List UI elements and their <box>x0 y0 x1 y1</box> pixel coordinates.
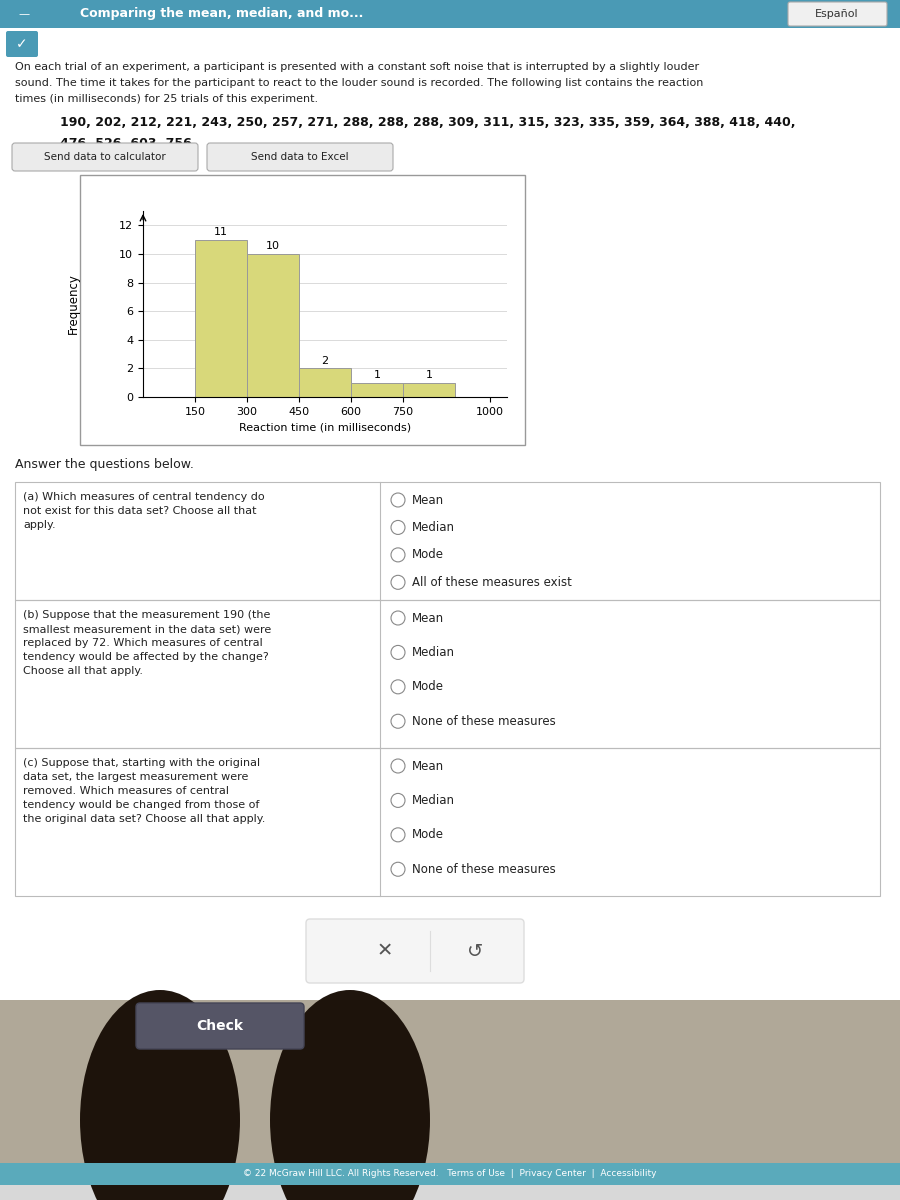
FancyBboxPatch shape <box>788 2 887 26</box>
Bar <box>247 254 299 397</box>
Text: ↺: ↺ <box>467 942 483 960</box>
Text: Mean: Mean <box>412 760 444 773</box>
Text: Mode: Mode <box>412 828 444 841</box>
Text: Mode: Mode <box>412 680 444 694</box>
Text: 11: 11 <box>214 227 228 236</box>
Ellipse shape <box>270 990 430 1200</box>
Bar <box>403 383 455 397</box>
Text: times (in milliseconds) for 25 trials of this experiment.: times (in milliseconds) for 25 trials of… <box>15 94 318 104</box>
Text: ✓: ✓ <box>16 37 28 50</box>
Text: 476, 526, 603, 756: 476, 526, 603, 756 <box>60 137 192 150</box>
Bar <box>0 0 900 28</box>
Bar <box>15 748 880 896</box>
Text: 2: 2 <box>321 355 328 366</box>
Text: 1: 1 <box>426 370 433 380</box>
Text: All of these measures exist: All of these measures exist <box>412 576 572 589</box>
Text: sound. The time it takes for the participant to react to the louder sound is rec: sound. The time it takes for the partici… <box>15 78 704 88</box>
Text: 10: 10 <box>266 241 280 251</box>
FancyBboxPatch shape <box>6 31 38 56</box>
Text: Median: Median <box>412 794 455 806</box>
Bar <box>351 383 403 397</box>
Text: —: — <box>18 8 29 19</box>
Text: Median: Median <box>412 646 455 659</box>
Text: Mode: Mode <box>412 548 444 562</box>
Bar <box>15 600 880 748</box>
FancyBboxPatch shape <box>136 1003 304 1049</box>
Text: (c) Suppose that, starting with the original
data set, the largest measurement w: (c) Suppose that, starting with the orig… <box>23 758 265 824</box>
Text: (b) Suppose that the measurement 190 (the
smallest measurement in the data set) : (b) Suppose that the measurement 190 (th… <box>23 610 271 676</box>
Text: ✕: ✕ <box>377 942 393 960</box>
Text: (a) Which measures of central tendency do
not exist for this data set? Choose al: (a) Which measures of central tendency d… <box>23 492 265 530</box>
Text: Frequency: Frequency <box>68 274 80 335</box>
Text: 1: 1 <box>374 370 381 380</box>
Text: None of these measures: None of these measures <box>412 715 556 727</box>
Bar <box>15 482 880 600</box>
Ellipse shape <box>80 990 240 1200</box>
Bar <box>195 240 247 397</box>
Text: On each trial of an experiment, a participant is presented with a constant soft : On each trial of an experiment, a partic… <box>15 62 699 72</box>
FancyBboxPatch shape <box>207 143 393 170</box>
FancyBboxPatch shape <box>12 143 198 170</box>
Text: Median: Median <box>412 521 455 534</box>
Text: 190, 202, 212, 221, 243, 250, 257, 271, 288, 288, 288, 309, 311, 315, 323, 335, : 190, 202, 212, 221, 243, 250, 257, 271, … <box>60 116 796 128</box>
Text: © 22 McGraw Hill LLC. All Rights Reserved.   Terms of Use  |  Privacy Center  | : © 22 McGraw Hill LLC. All Rights Reserve… <box>243 1170 657 1178</box>
Text: Send data to Excel: Send data to Excel <box>251 152 349 162</box>
Text: None of these measures: None of these measures <box>412 863 556 876</box>
FancyBboxPatch shape <box>306 919 524 983</box>
Text: Comparing the mean, median, and mo...: Comparing the mean, median, and mo... <box>80 7 364 20</box>
Text: Send data to calculator: Send data to calculator <box>44 152 166 162</box>
Text: Answer the questions below.: Answer the questions below. <box>15 458 194 470</box>
Bar <box>0 1163 900 1186</box>
Bar <box>0 1000 900 1186</box>
Text: Check: Check <box>196 1019 244 1033</box>
Text: Mean: Mean <box>412 612 444 624</box>
X-axis label: Reaction time (in milliseconds): Reaction time (in milliseconds) <box>238 422 411 432</box>
Text: Español: Español <box>815 8 859 19</box>
Bar <box>80 175 525 445</box>
Text: Mean: Mean <box>412 493 444 506</box>
Bar <box>299 368 351 397</box>
